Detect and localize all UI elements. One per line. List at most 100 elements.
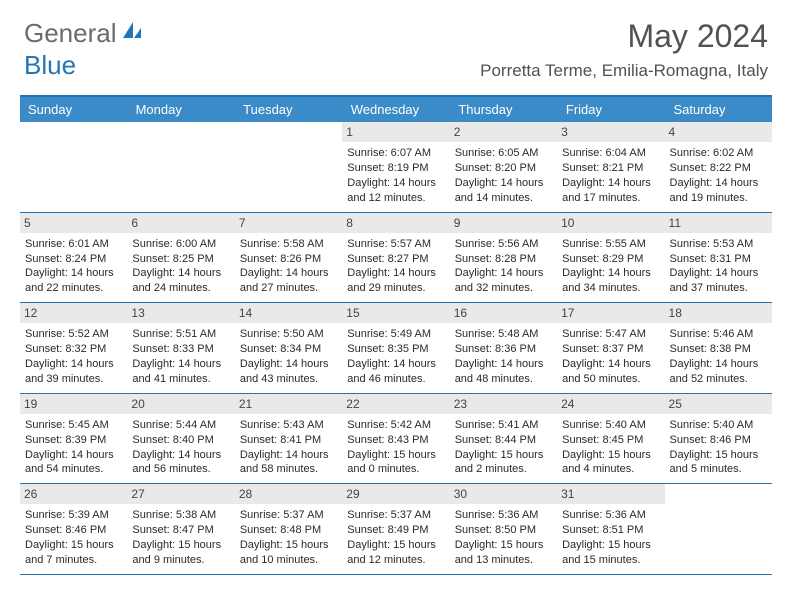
day-details: Sunrise: 5:44 AMSunset: 8:40 PMDaylight:… [132, 418, 229, 477]
day-number: 12 [20, 303, 127, 323]
day-cell: 10Sunrise: 5:55 AMSunset: 8:29 PMDayligh… [557, 213, 664, 303]
day-number: 15 [342, 303, 449, 323]
day-number: 13 [127, 303, 234, 323]
weekday-header-row: SundayMondayTuesdayWednesdayThursdayFrid… [20, 97, 772, 122]
day-cell: 6Sunrise: 6:00 AMSunset: 8:25 PMDaylight… [127, 213, 234, 303]
day-cell-empty [20, 122, 127, 212]
day-number: 20 [127, 394, 234, 414]
day-number: 1 [342, 122, 449, 142]
day-number: 2 [450, 122, 557, 142]
week-row: 12 Sunrise: 5:52 AMSunset: 8:32 PMDayligh… [20, 303, 772, 394]
day-details: Sunrise: 5:36 AMSunset: 8:50 PMDaylight:… [455, 508, 552, 567]
day-details: Sunrise: 5:46 AMSunset: 8:38 PMDaylight:… [670, 327, 767, 386]
day-cell: 30Sunrise: 5:36 AMSunset: 8:50 PMDayligh… [450, 484, 557, 574]
day-cell: 7 Sunrise: 5:58 AMSunset: 8:26 PMDaylight… [235, 213, 342, 303]
day-details: Sunrise: 5:52 AMSunset: 8:32 PMDaylight:… [25, 327, 122, 386]
day-details: Sunrise: 5:48 AMSunset: 8:36 PMDaylight:… [455, 327, 552, 386]
month-title: May 2024 [480, 18, 768, 55]
day-number: 21 [235, 394, 342, 414]
day-number: 23 [450, 394, 557, 414]
day-number: 27 [127, 484, 234, 504]
day-cell: 9 Sunrise: 5:56 AMSunset: 8:28 PMDaylight… [450, 213, 557, 303]
week-row: 19 Sunrise: 5:45 AMSunset: 8:39 PMDayligh… [20, 394, 772, 485]
header: General May 2024 Porretta Terme, Emilia-… [0, 0, 792, 89]
day-number: 19 [20, 394, 127, 414]
day-cell: 13 Sunrise: 5:51 AMSunset: 8:33 PMDayligh… [127, 303, 234, 393]
day-details: Sunrise: 5:41 AMSunset: 8:44 PMDaylight:… [455, 418, 552, 477]
day-cell-empty [235, 122, 342, 212]
day-details: Sunrise: 6:02 AMSunset: 8:22 PMDaylight:… [670, 146, 767, 205]
weekday-header: Monday [128, 97, 236, 122]
day-number: 8 [342, 213, 449, 233]
weekday-header: Tuesday [235, 97, 343, 122]
day-number: 5 [20, 213, 127, 233]
day-number: 9 [450, 213, 557, 233]
weekday-header: Sunday [20, 97, 128, 122]
day-number: 3 [557, 122, 664, 142]
day-cell: 27 Sunrise: 5:38 AMSunset: 8:47 PMDayligh… [127, 484, 234, 574]
title-block: May 2024 Porretta Terme, Emilia-Romagna,… [480, 18, 768, 81]
week-row: 1 Sunrise: 6:07 AMSunset: 8:19 PMDaylight… [20, 122, 772, 213]
day-number: 7 [235, 213, 342, 233]
day-details: Sunrise: 5:39 AMSunset: 8:46 PMDaylight:… [25, 508, 122, 567]
day-cell: 4 Sunrise: 6:02 AMSunset: 8:22 PMDaylight… [665, 122, 772, 212]
day-cell: 17 Sunrise: 5:47 AMSunset: 8:37 PMDayligh… [557, 303, 664, 393]
logo: General [24, 18, 147, 49]
day-number: 18 [665, 303, 772, 323]
weekday-header: Friday [558, 97, 666, 122]
day-cell: 19 Sunrise: 5:45 AMSunset: 8:39 PMDayligh… [20, 394, 127, 484]
day-cell: 5Sunrise: 6:01 AMSunset: 8:24 PMDaylight… [20, 213, 127, 303]
logo-text-general: General [24, 18, 117, 49]
location-label: Porretta Terme, Emilia-Romagna, Italy [480, 61, 768, 81]
day-number: 31 [557, 484, 664, 504]
day-number: 11 [665, 213, 772, 233]
day-details: Sunrise: 5:45 AMSunset: 8:39 PMDaylight:… [25, 418, 122, 477]
day-details: Sunrise: 5:47 AMSunset: 8:37 PMDaylight:… [562, 327, 659, 386]
logo-text-blue: Blue [24, 50, 76, 80]
logo-sub: Blue [24, 50, 76, 81]
day-cell: 20 Sunrise: 5:44 AMSunset: 8:40 PMDayligh… [127, 394, 234, 484]
day-cell: 21 Sunrise: 5:43 AMSunset: 8:41 PMDayligh… [235, 394, 342, 484]
day-cell: 12 Sunrise: 5:52 AMSunset: 8:32 PMDayligh… [20, 303, 127, 393]
day-details: Sunrise: 5:50 AMSunset: 8:34 PMDaylight:… [240, 327, 337, 386]
logo-sail-icon [121, 20, 143, 47]
day-number: 29 [342, 484, 449, 504]
weeks-container: 1 Sunrise: 6:07 AMSunset: 8:19 PMDaylight… [20, 122, 772, 575]
day-details: Sunrise: 5:40 AMSunset: 8:45 PMDaylight:… [562, 418, 659, 477]
day-details: Sunrise: 6:07 AMSunset: 8:19 PMDaylight:… [347, 146, 444, 205]
day-details: Sunrise: 5:58 AMSunset: 8:26 PMDaylight:… [240, 237, 337, 296]
day-number: 24 [557, 394, 664, 414]
day-number: 28 [235, 484, 342, 504]
day-cell: 3 Sunrise: 6:04 AMSunset: 8:21 PMDaylight… [557, 122, 664, 212]
day-details: Sunrise: 6:04 AMSunset: 8:21 PMDaylight:… [562, 146, 659, 205]
day-cell: 14Sunrise: 5:50 AMSunset: 8:34 PMDayligh… [235, 303, 342, 393]
day-number: 10 [557, 213, 664, 233]
day-cell: 25Sunrise: 5:40 AMSunset: 8:46 PMDayligh… [665, 394, 772, 484]
day-cell: 24 Sunrise: 5:40 AMSunset: 8:45 PMDayligh… [557, 394, 664, 484]
day-number: 17 [557, 303, 664, 323]
calendar: SundayMondayTuesdayWednesdayThursdayFrid… [20, 95, 772, 575]
day-details: Sunrise: 5:38 AMSunset: 8:47 PMDaylight:… [132, 508, 229, 567]
day-number: 25 [665, 394, 772, 414]
weekday-header: Saturday [665, 97, 772, 122]
day-details: Sunrise: 5:43 AMSunset: 8:41 PMDaylight:… [240, 418, 337, 477]
day-cell: 11Sunrise: 5:53 AMSunset: 8:31 PMDayligh… [665, 213, 772, 303]
day-cell: 18 Sunrise: 5:46 AMSunset: 8:38 PMDayligh… [665, 303, 772, 393]
day-cell-empty [665, 484, 772, 574]
day-cell: 2Sunrise: 6:05 AMSunset: 8:20 PMDaylight… [450, 122, 557, 212]
day-details: Sunrise: 5:37 AMSunset: 8:48 PMDaylight:… [240, 508, 337, 567]
day-details: Sunrise: 5:37 AMSunset: 8:49 PMDaylight:… [347, 508, 444, 567]
weekday-header: Wednesday [343, 97, 451, 122]
day-number: 26 [20, 484, 127, 504]
day-details: Sunrise: 5:51 AMSunset: 8:33 PMDaylight:… [132, 327, 229, 386]
day-details: Sunrise: 6:00 AMSunset: 8:25 PMDaylight:… [132, 237, 229, 296]
day-cell: 16Sunrise: 5:48 AMSunset: 8:36 PMDayligh… [450, 303, 557, 393]
day-cell: 29 Sunrise: 5:37 AMSunset: 8:49 PMDayligh… [342, 484, 449, 574]
day-cell: 23 Sunrise: 5:41 AMSunset: 8:44 PMDayligh… [450, 394, 557, 484]
day-cell: 15Sunrise: 5:49 AMSunset: 8:35 PMDayligh… [342, 303, 449, 393]
day-number: 4 [665, 122, 772, 142]
day-cell: 31 Sunrise: 5:36 AMSunset: 8:51 PMDayligh… [557, 484, 664, 574]
day-details: Sunrise: 5:36 AMSunset: 8:51 PMDaylight:… [562, 508, 659, 567]
week-row: 5Sunrise: 6:01 AMSunset: 8:24 PMDaylight… [20, 213, 772, 304]
day-details: Sunrise: 5:56 AMSunset: 8:28 PMDaylight:… [455, 237, 552, 296]
